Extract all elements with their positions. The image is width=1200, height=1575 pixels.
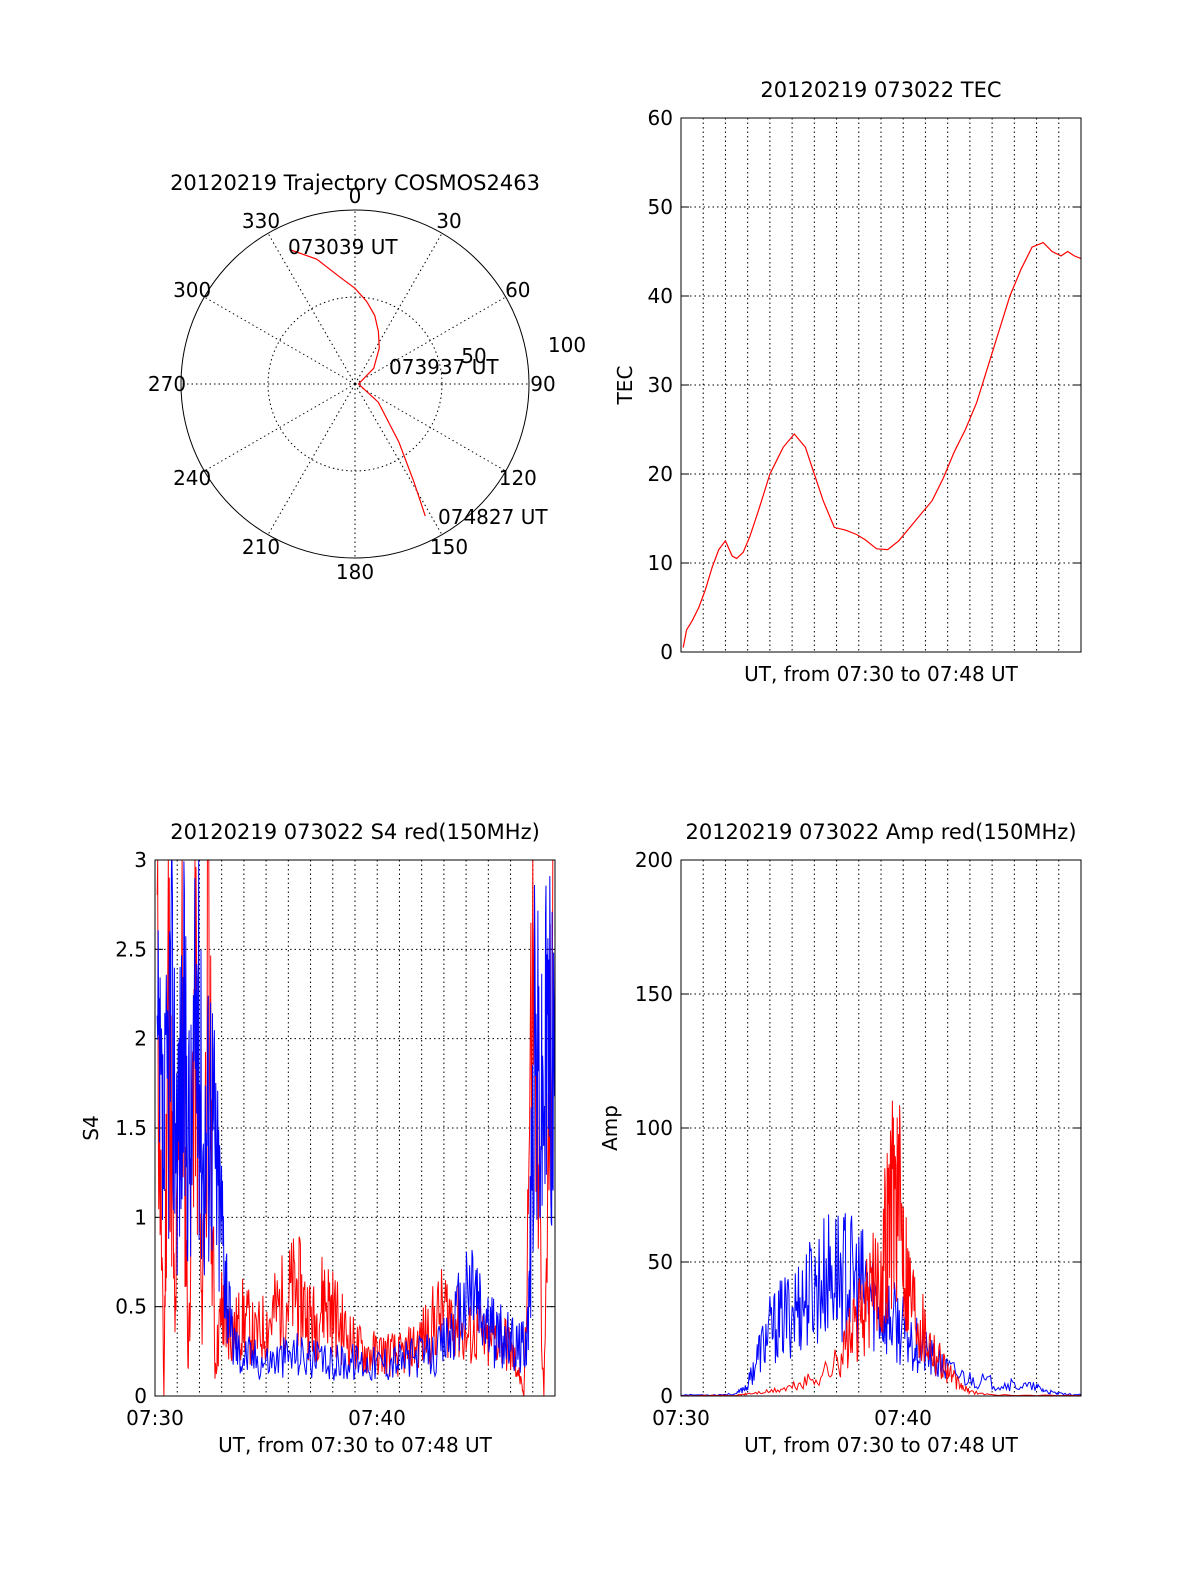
polar-angle-label-0: 0 bbox=[349, 184, 362, 208]
s4-y-axis-label: S4 bbox=[79, 1115, 103, 1140]
amp-red-series-line bbox=[681, 1100, 1082, 1397]
s4-x-tick-0730: 07:30 bbox=[126, 1406, 184, 1430]
polar-angle-label-90: 90 bbox=[530, 372, 555, 396]
tec-y-tick-10: 10 bbox=[648, 551, 673, 575]
s4-red-series-line bbox=[156, 859, 554, 1397]
s4-y-tick-1: 1 bbox=[134, 1205, 147, 1229]
polar-angle-label-150: 150 bbox=[430, 535, 468, 559]
s4-x-axis-label: UT, from 07:30 to 07:48 UT bbox=[218, 1433, 493, 1457]
polar-outer-circle bbox=[180, 209, 530, 559]
polar-angle-label-240: 240 bbox=[173, 466, 211, 490]
tec-panel: 20120219 073022 TEC 0 10 20 30 40 50 60 UT, fr… bbox=[613, 78, 1082, 686]
tec-y-tick-60: 60 bbox=[648, 106, 673, 130]
trajectory-line bbox=[289, 248, 426, 517]
polar-title: 20120219 Trajectory COSMOS2463 bbox=[170, 171, 540, 195]
polar-spoke-150 bbox=[354, 383, 443, 535]
end-time-annotation: 074827 UT bbox=[438, 505, 548, 529]
amp-y-tick-200: 200 bbox=[635, 848, 673, 872]
tec-y-tick-30: 30 bbox=[648, 373, 673, 397]
s4-plot-frame bbox=[154, 859, 556, 1397]
s4-y-tick-0.5: 0.5 bbox=[115, 1295, 147, 1319]
polar-spoke-120 bbox=[354, 383, 506, 472]
polar-angle-labels: 0 30 60 90 120 150 180 210 240 270 300 330 bbox=[148, 184, 556, 584]
tec-x-axis-label: UT, from 07:30 to 07:48 UT bbox=[744, 662, 1019, 686]
tec-plot-frame bbox=[680, 117, 1082, 653]
tec-y-tick-0: 0 bbox=[660, 640, 673, 664]
polar-angle-label-210: 210 bbox=[242, 535, 280, 559]
amp-y-tick-labels: 0 50 100 150 200 bbox=[635, 848, 1081, 1408]
tec-y-tick-50: 50 bbox=[648, 195, 673, 219]
s4-x-tick-0740: 07:40 bbox=[348, 1406, 406, 1430]
polar-angle-label-330: 330 bbox=[242, 209, 280, 233]
amp-y-tick-150: 150 bbox=[635, 982, 673, 1006]
polar-spoke-330 bbox=[267, 233, 356, 385]
s4-y-tick-3: 3 bbox=[134, 848, 147, 872]
polar-angle-label-180: 180 bbox=[336, 560, 374, 584]
polar-spoke-60 bbox=[354, 296, 506, 385]
tec-title: 20120219 073022 TEC bbox=[760, 78, 1001, 102]
mid-time-annotation: 073937 UT bbox=[389, 355, 499, 379]
polar-trajectory-panel: 20120219 Trajectory COSMOS2463 0 30 60 90 12… bbox=[148, 171, 586, 584]
polar-angle-label-270: 270 bbox=[148, 372, 186, 396]
s4-y-tick-2: 2 bbox=[134, 1027, 147, 1051]
s4-blue-series-line bbox=[156, 859, 556, 1382]
tec-series-line bbox=[682, 241, 1082, 648]
amp-y-tick-100: 100 bbox=[635, 1116, 673, 1140]
s4-panel: 20120219 073022 S4 red(150MHz) 0 0.5 1 1.5 2… bbox=[79, 820, 556, 1457]
s4-title: 20120219 073022 S4 red(150MHz) bbox=[170, 820, 540, 844]
polar-radial-label-50: 50 bbox=[461, 344, 486, 368]
amp-y-axis-label: Amp bbox=[598, 1105, 622, 1151]
polar-spoke-240 bbox=[204, 383, 356, 472]
amp-title: 20120219 073022 Amp red(150MHz) bbox=[685, 820, 1076, 844]
polar-spokes bbox=[181, 210, 529, 558]
amp-panel: 20120219 073022 Amp red(150MHz) 0 50 100 15… bbox=[598, 820, 1082, 1457]
polar-angle-label-120: 120 bbox=[499, 466, 537, 490]
start-time-annotation: 073039 UT bbox=[288, 235, 398, 259]
polar-spoke-300 bbox=[204, 296, 356, 385]
tec-y-tick-labels: 0 10 20 30 40 50 60 bbox=[648, 106, 1081, 664]
tec-grid bbox=[681, 118, 1081, 652]
amp-y-tick-0: 0 bbox=[660, 1384, 673, 1408]
polar-spoke-30 bbox=[354, 233, 443, 385]
s4-y-tick-labels: 0 0.5 1 1.5 2 2.5 3 bbox=[115, 848, 555, 1408]
amp-y-tick-50: 50 bbox=[648, 1250, 673, 1274]
polar-angle-label-60: 60 bbox=[505, 278, 530, 302]
amp-x-tick-0740: 07:40 bbox=[874, 1406, 932, 1430]
polar-spoke-210 bbox=[267, 383, 356, 535]
s4-y-tick-1.5: 1.5 bbox=[115, 1116, 147, 1140]
tec-y-tick-20: 20 bbox=[648, 462, 673, 486]
polar-angle-label-300: 300 bbox=[173, 278, 211, 302]
amp-x-tick-0730: 07:30 bbox=[652, 1406, 710, 1430]
s4-y-tick-0: 0 bbox=[134, 1384, 147, 1408]
amp-x-axis-label: UT, from 07:30 to 07:48 UT bbox=[744, 1433, 1019, 1457]
polar-angle-label-30: 30 bbox=[436, 209, 461, 233]
tec-y-tick-40: 40 bbox=[648, 284, 673, 308]
polar-radial-label-100: 100 bbox=[548, 333, 586, 357]
amp-plot-frame bbox=[680, 859, 1082, 1397]
tec-y-axis-label: TEC bbox=[613, 366, 637, 406]
s4-y-tick-2.5: 2.5 bbox=[115, 937, 147, 961]
